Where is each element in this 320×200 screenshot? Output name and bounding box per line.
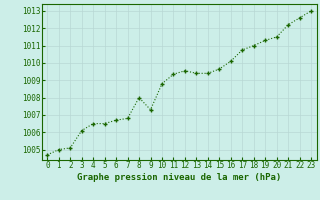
X-axis label: Graphe pression niveau de la mer (hPa): Graphe pression niveau de la mer (hPa) — [77, 173, 281, 182]
